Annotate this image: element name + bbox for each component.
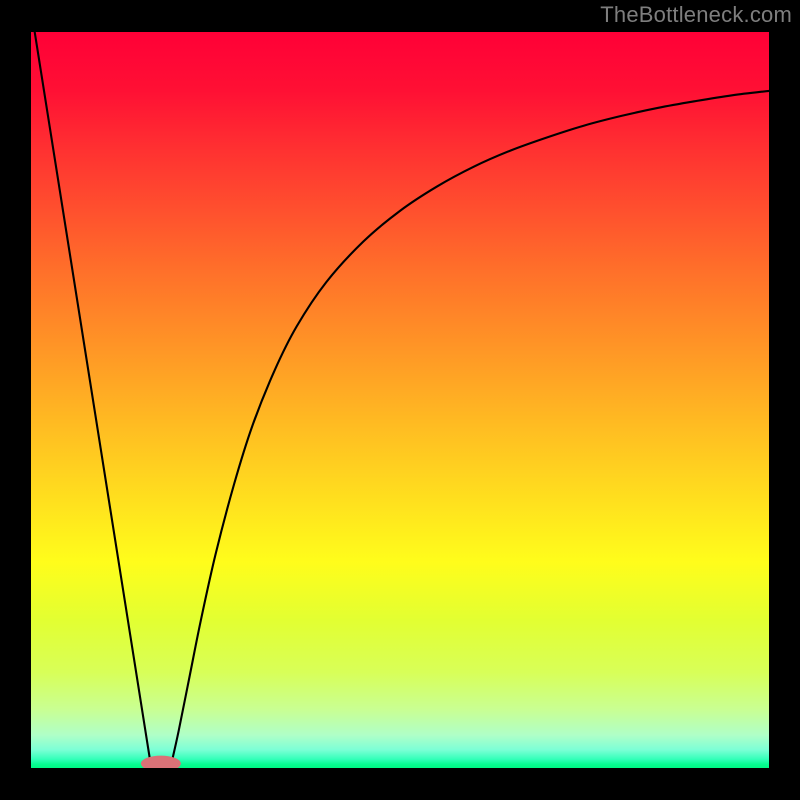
watermark-text: TheBottleneck.com <box>600 2 792 28</box>
chart-container: TheBottleneck.com <box>0 0 800 800</box>
chart-svg <box>31 32 769 768</box>
plot-area <box>31 32 769 768</box>
gradient-background <box>31 32 769 768</box>
